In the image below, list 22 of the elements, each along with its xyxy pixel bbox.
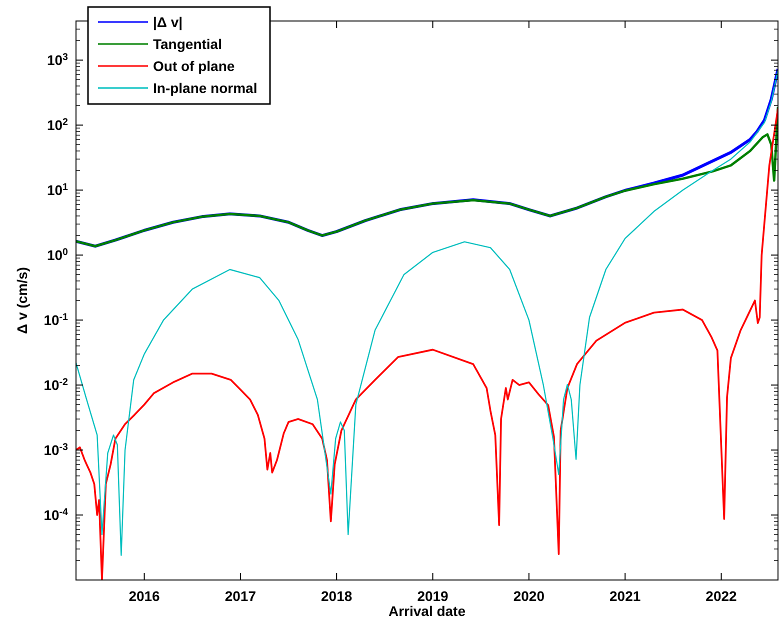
x-axis-title: Arrival date [388, 603, 466, 619]
x-tick-label: 2020 [513, 588, 545, 604]
y-tick-label: 10$^{0}$ [46, 246, 69, 264]
legend-label: |Δ v| [153, 14, 183, 31]
legend-label: Out of plane [153, 58, 235, 74]
y-tick-label: 10$^{-3}$ [44, 442, 69, 458]
legend-label: Tangential [153, 36, 222, 52]
y-axis-title: Δ v (cm/s) [14, 267, 30, 334]
line-series [76, 106, 778, 248]
y-tick-label: 10$^{-1}$ [44, 312, 69, 328]
x-tick-label: 2021 [610, 588, 641, 604]
legend-label: In-plane normal [153, 80, 258, 96]
y-tick-label: 10$^{1}$ [46, 182, 69, 198]
x-tick-label: 2017 [224, 588, 256, 604]
x-tick-label: 2019 [417, 588, 449, 604]
x-tick-label: 2016 [128, 588, 160, 604]
y-tick-label: 10$^{-4}$ [44, 506, 69, 524]
x-tick-label: 2022 [706, 588, 738, 604]
y-tick-label: 10$^{3}$ [46, 52, 69, 68]
y-tick-label: 10$^{-2}$ [44, 376, 69, 394]
x-tick-label: 2018 [321, 588, 352, 604]
y-tick-label: 10$^{2}$ [46, 116, 69, 134]
